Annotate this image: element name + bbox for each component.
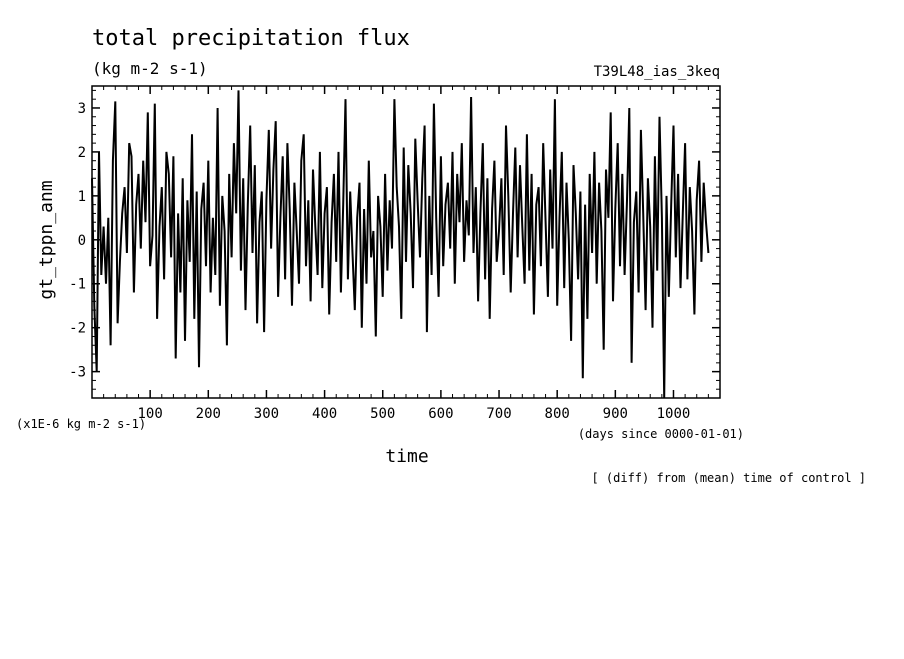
y-tick-label: 1 bbox=[78, 189, 86, 205]
x-tick-label: 100 bbox=[137, 406, 162, 422]
y-tick-label: 2 bbox=[78, 145, 86, 161]
x-tick-label: 200 bbox=[196, 406, 221, 422]
run-label: T39L48_ias_3keq bbox=[594, 64, 720, 80]
plot-area: 100 200 300 400 500 600 700 800 900 1000 -3 -2 -1 0 1 2… bbox=[69, 85, 721, 422]
x-tick-label: 500 bbox=[370, 406, 395, 422]
y-axis-label: gt_tppn_anm bbox=[36, 180, 57, 299]
y-tick-label: -3 bbox=[69, 365, 86, 381]
x-axis-label: time bbox=[385, 446, 428, 467]
x-tick-label: 1000 bbox=[657, 406, 691, 422]
x-units-label: (days since 0000-01-01) bbox=[578, 427, 744, 441]
y-tick-label: -2 bbox=[69, 321, 86, 337]
y-tick-label: -1 bbox=[69, 277, 86, 293]
x-tick-label: 700 bbox=[486, 406, 511, 422]
chart-units: (kg m-2 s-1) bbox=[92, 59, 208, 78]
x-tick-label: 800 bbox=[545, 406, 570, 422]
x-tick-label: 400 bbox=[312, 406, 337, 422]
footnote: [ (diff) from (mean) time of control ] bbox=[591, 471, 866, 485]
y-scale-note: (x1E-6 kg m-2 s-1) bbox=[16, 417, 146, 431]
y-tick-label: 3 bbox=[78, 101, 86, 117]
x-tick-label: 300 bbox=[254, 406, 279, 422]
x-tick-label: 600 bbox=[428, 406, 453, 422]
x-tick-label: 900 bbox=[603, 406, 628, 422]
series-line-0 bbox=[91, 90, 710, 399]
y-tick-label: 0 bbox=[78, 233, 86, 249]
chart-title: total precipitation flux bbox=[92, 26, 410, 51]
